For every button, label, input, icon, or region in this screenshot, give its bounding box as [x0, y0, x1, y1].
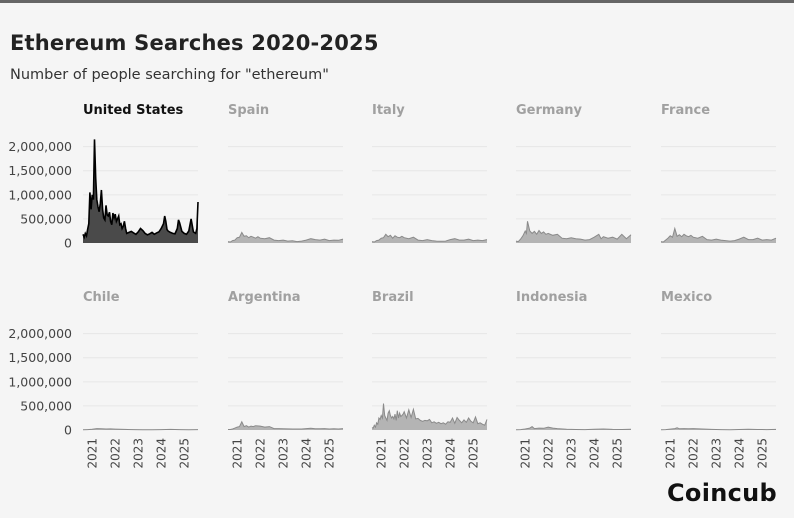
area-argentina: [228, 421, 343, 430]
panel-title-italy: Italy: [372, 103, 405, 118]
y-tick-label: 1,500,000: [8, 163, 72, 178]
x-tick-label: 2023: [710, 438, 724, 469]
line-brazil: [371, 403, 488, 429]
x-tick-label: 2024: [155, 438, 169, 469]
y-tick-label: 0: [64, 236, 72, 251]
area-brazil: [372, 403, 487, 430]
x-tick-label: 2025: [467, 438, 481, 469]
x-tick-label: 2024: [300, 438, 314, 469]
x-tick-label: 2025: [323, 438, 337, 469]
x-tick-label: 2024: [588, 438, 602, 469]
line-chile: [82, 428, 199, 431]
x-tick-label: 2022: [542, 438, 556, 469]
x-tick-label: 2022: [687, 438, 701, 469]
x-tick-label: 2023: [132, 438, 146, 469]
line-argentina: [228, 420, 344, 430]
area-italy: [372, 234, 487, 243]
area-germany: [516, 221, 631, 243]
x-tick-label: 2023: [277, 438, 291, 469]
x-tick-label: 2024: [444, 438, 458, 469]
panel-title-indonesia: Indonesia: [516, 290, 587, 305]
panel-title-united-states: United States: [83, 103, 184, 118]
x-tick-label: 2022: [254, 438, 268, 469]
x-tick-label: 2021: [519, 438, 533, 469]
y-tick-label: 2,000,000: [8, 326, 72, 341]
x-tick-label: 2024: [733, 438, 747, 469]
x-tick-label: 2023: [421, 438, 435, 469]
x-tick-label: 2021: [375, 438, 389, 469]
panel-title-argentina: Argentina: [228, 290, 301, 305]
line-spain: [227, 231, 344, 243]
area-spain: [228, 232, 343, 243]
panel-title-germany: Germany: [516, 103, 582, 118]
line-indonesia: [515, 425, 632, 431]
x-tick-label: 2025: [178, 438, 192, 469]
x-tick-label: 2022: [398, 438, 412, 469]
panel-title-chile: Chile: [83, 290, 120, 305]
chart-subtitle: Number of people searching for "ethereum…: [10, 67, 329, 83]
line-italy: [371, 233, 488, 243]
line-france: [660, 226, 777, 243]
y-tick-label: 2,000,000: [8, 139, 72, 154]
x-tick-label: 2021: [86, 438, 100, 469]
panel-title-mexico: Mexico: [661, 290, 712, 305]
y-tick-label: 500,000: [20, 211, 72, 226]
x-tick-label: 2025: [611, 438, 625, 469]
top-border: [0, 0, 794, 3]
panel-title-france: France: [661, 103, 710, 118]
line-germany: [515, 221, 632, 243]
y-tick-label: 1,000,000: [8, 374, 72, 389]
coincub-logo: Coincub: [667, 479, 778, 507]
y-tick-label: 500,000: [20, 398, 72, 413]
panel-title-spain: Spain: [228, 103, 269, 118]
y-tick-label: 0: [64, 423, 72, 438]
chart-title: Ethereum Searches 2020-2025: [10, 31, 379, 55]
x-tick-label: 2022: [109, 438, 123, 469]
y-tick-label: 1,000,000: [8, 187, 72, 202]
line-mexico: [660, 427, 777, 431]
x-tick-label: 2023: [565, 438, 579, 469]
y-tick-label: 1,500,000: [8, 350, 72, 365]
x-tick-label: 2021: [664, 438, 678, 469]
x-tick-label: 2021: [231, 438, 245, 469]
panel-title-brazil: Brazil: [372, 290, 414, 305]
x-tick-label: 2025: [756, 438, 770, 469]
line-united-states: [82, 139, 199, 240]
